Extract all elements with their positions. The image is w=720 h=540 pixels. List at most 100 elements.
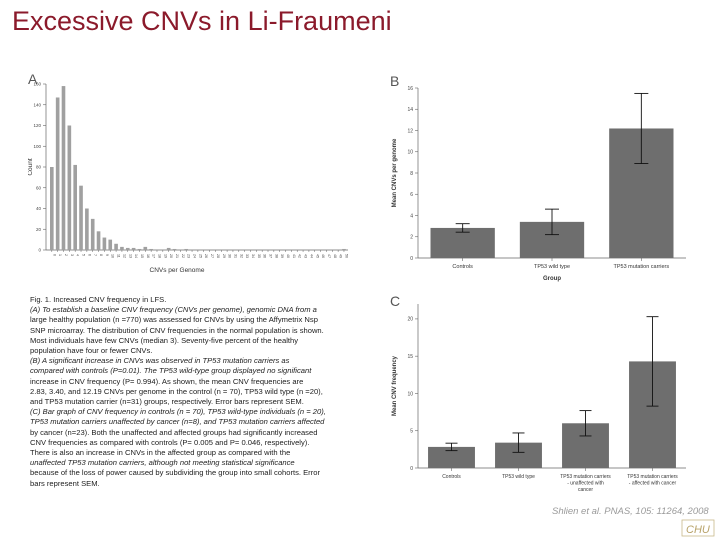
y-tick-label: 20 bbox=[407, 317, 413, 323]
histogram-bar bbox=[102, 237, 107, 250]
histogram-bar bbox=[143, 246, 148, 250]
x-tick-label: 50 bbox=[344, 254, 348, 258]
x-tick-label: 7 bbox=[93, 254, 97, 256]
x-tick-label: 12 bbox=[122, 254, 126, 258]
x-tick-label: 38 bbox=[274, 254, 278, 258]
y-tick-label: 10 bbox=[407, 150, 413, 156]
x-tick-label: 2 bbox=[64, 254, 68, 256]
y-tick-label: 20 bbox=[36, 227, 42, 232]
y-axis-label: Count bbox=[28, 158, 34, 176]
y-tick-label: 40 bbox=[36, 206, 42, 211]
citation: Shlien et al. PNAS, 105: 11264, 2008 bbox=[552, 506, 709, 517]
x-tick-label: 29 bbox=[222, 254, 226, 258]
x-tick-label: 40 bbox=[286, 254, 290, 258]
histogram-bar bbox=[85, 208, 89, 250]
caption-line: 2.83, 3.40, and 12.19 CNVs per genome in… bbox=[30, 386, 323, 396]
y-tick-label: 15 bbox=[407, 354, 413, 360]
bar-chart-c: C 0 5 10 15 20 Controls TP53 wild type TP53 mut… bbox=[390, 293, 686, 493]
caption-line: and TP53 mutation carrier (n=31) groups,… bbox=[30, 397, 304, 407]
caption-line: Fig. 1. Increased CNV frequency in LFS. bbox=[30, 295, 167, 304]
histogram-bar bbox=[50, 167, 54, 250]
histogram-bar bbox=[131, 247, 136, 250]
y-tick-label: 160 bbox=[33, 82, 41, 87]
x-tick-label: 28 bbox=[216, 254, 220, 258]
caption-line: (B) A significant increase in CNVs was o… bbox=[30, 356, 290, 366]
x-tick-label: TP53 mutation carriers bbox=[560, 474, 611, 480]
x-tick-label: 22 bbox=[181, 254, 185, 258]
histogram-bar bbox=[172, 248, 177, 250]
x-tick-label: 31 bbox=[233, 254, 237, 258]
x-tick-label: 8 bbox=[99, 254, 103, 256]
histogram-bar bbox=[90, 218, 95, 250]
caption-line: because of the loss of power caused by s… bbox=[30, 468, 320, 478]
x-tick-label: 25 bbox=[198, 254, 202, 258]
x-tick-label: 5 bbox=[82, 254, 86, 256]
x-tick-label: 47 bbox=[327, 254, 331, 258]
x-tick-label: 37 bbox=[269, 254, 273, 258]
caption-line: compared with controls (P=0.01). The TP5… bbox=[30, 366, 312, 376]
y-tick-label: 2 bbox=[410, 235, 413, 241]
histogram-bar bbox=[67, 125, 72, 250]
x-tick-label: 30 bbox=[228, 254, 232, 258]
panel-label-b: B bbox=[390, 73, 399, 89]
x-axis-label: Group bbox=[543, 276, 561, 282]
x-tick-label: 24 bbox=[193, 254, 197, 258]
x-tick-label: 33 bbox=[245, 254, 249, 258]
histogram-bar bbox=[125, 247, 130, 250]
x-tick-label: TP53 wild type bbox=[502, 474, 535, 480]
y-tick-label: 0 bbox=[410, 256, 413, 262]
y-tick-label: 5 bbox=[410, 429, 413, 435]
x-tick-label: 19 bbox=[163, 254, 167, 258]
x-tick-label: 48 bbox=[333, 254, 337, 258]
x-tick-label: 43 bbox=[304, 254, 308, 258]
x-tick-label: - unaffected with bbox=[567, 481, 604, 487]
y-tick-label: 14 bbox=[407, 107, 413, 113]
caption-line: CNV frequencies as compared with control… bbox=[30, 437, 310, 447]
x-tick-label: cancer bbox=[578, 487, 593, 493]
x-tick-label: 1 bbox=[58, 254, 62, 256]
x-tick-label: 32 bbox=[239, 254, 243, 258]
y-tick-label: 80 bbox=[36, 165, 42, 170]
x-tick-label: 36 bbox=[263, 254, 267, 258]
caption-line: SNP microarray. The distribution of CNV … bbox=[30, 325, 324, 335]
histogram-bar bbox=[108, 239, 113, 250]
caption-line: (C) Bar graph of CNV frequency in contro… bbox=[30, 407, 326, 417]
x-tick-label: TP53 mutation carriers bbox=[627, 474, 678, 480]
histogram-bar bbox=[96, 231, 101, 250]
x-tick-label: 6 bbox=[87, 254, 91, 256]
caption-line: (A) To establish a baseline CNV frequenc… bbox=[30, 305, 317, 315]
caption-line: TP53 mutation carriers unaffected by can… bbox=[30, 417, 325, 427]
panel-label-c: C bbox=[390, 293, 400, 309]
chu-logo: CHU bbox=[681, 519, 715, 537]
x-tick-label: TP53 mutation carriers bbox=[614, 264, 670, 270]
x-tick-label: 4 bbox=[76, 254, 80, 256]
y-axis-label: Mean CNVs per genome bbox=[392, 138, 398, 207]
x-tick-label: Controls bbox=[442, 474, 461, 480]
y-tick-label: 0 bbox=[410, 466, 413, 472]
y-tick-label: 10 bbox=[407, 391, 413, 397]
x-tick-label: 9 bbox=[105, 254, 109, 256]
x-tick-label: 23 bbox=[187, 254, 191, 258]
x-tick-label: - affected with cancer bbox=[629, 481, 677, 487]
x-tick-label: 11 bbox=[117, 254, 121, 258]
x-tick-label: 41 bbox=[292, 254, 296, 258]
y-tick-label: 4 bbox=[410, 213, 413, 219]
x-axis-label: CNVs per Genome bbox=[150, 267, 205, 274]
y-tick-label: 8 bbox=[410, 171, 413, 177]
histogram-bar bbox=[166, 247, 171, 250]
y-tick-label: 12 bbox=[407, 128, 413, 134]
histogram-bar bbox=[137, 248, 142, 250]
x-tick-label: 16 bbox=[146, 254, 150, 258]
x-tick-label: 27 bbox=[210, 254, 214, 258]
x-tick-label: Controls bbox=[452, 264, 473, 270]
x-tick-label: 34 bbox=[251, 254, 255, 258]
x-tick-label: 35 bbox=[257, 254, 261, 258]
x-tick-label: 21 bbox=[175, 254, 179, 258]
caption-line: bars represent SEM. bbox=[30, 478, 100, 488]
histogram-bar bbox=[55, 97, 60, 250]
x-tick-label: 46 bbox=[321, 254, 325, 258]
y-tick-label: 0 bbox=[38, 248, 41, 253]
caption-line: large healthy population (n =770) was as… bbox=[30, 315, 318, 325]
x-tick-label: 20 bbox=[169, 254, 173, 258]
